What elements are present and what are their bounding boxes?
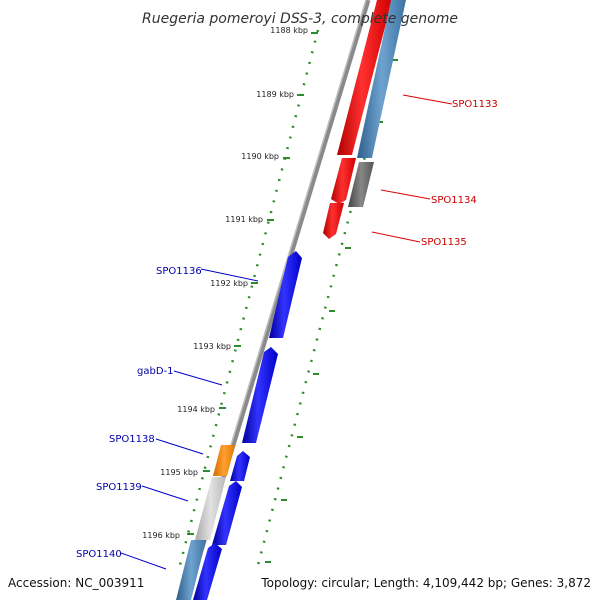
scale-track-right: [256, 29, 400, 566]
leader-spo1140: [120, 552, 167, 570]
gene-label-spo1134[interactable]: SPO1134: [431, 195, 477, 206]
gene-label-spo1133[interactable]: SPO1133: [452, 99, 498, 110]
gene-label-spo1140[interactable]: SPO1140: [76, 549, 122, 560]
leader-spo1133: [402, 94, 453, 105]
topology-text: Topology: circular; Length: 4,109,442 bp…: [260, 576, 591, 590]
gene-spo1139-light-feature[interactable]: [195, 477, 226, 540]
gene-spo1134-feature[interactable]: [331, 158, 356, 204]
gene-spo1140-feature[interactable]: [193, 543, 222, 600]
leader-spo1139: [141, 485, 189, 502]
gene-spo1136-feature[interactable]: [269, 251, 302, 338]
accession-text: Accession: NC_003911: [8, 576, 144, 590]
tick-label-1188: 1188 kbp: [270, 26, 308, 35]
gene-label-spo1136[interactable]: SPO1136: [156, 266, 202, 277]
scale-track-left: [178, 29, 320, 566]
gene-spo1138-feature[interactable]: [230, 451, 250, 481]
orange-feature[interactable]: [213, 445, 235, 476]
gene-spo1133-feature[interactable]: [337, 0, 392, 155]
tick-label-1195: 1195 kbp: [160, 468, 198, 477]
leader-spo1135: [371, 231, 421, 243]
map-title: Ruegeria pomeroyi DSS-3, complete genome: [142, 11, 458, 27]
leader-spo1138: [155, 438, 204, 455]
gene-spo1135-feature[interactable]: [323, 203, 344, 239]
leader-gabd1: [173, 370, 223, 386]
gene-label-gabd1[interactable]: gabD-1: [137, 366, 174, 377]
tick-label-1192: 1192 kbp: [210, 279, 248, 288]
leader-spo1134: [380, 189, 431, 200]
gene-label-spo1138[interactable]: SPO1138: [109, 434, 155, 445]
steel-blue-feature-top[interactable]: [357, 0, 406, 158]
tick-label-1193: 1193 kbp: [193, 342, 231, 351]
tick-label-1190: 1190 kbp: [241, 152, 279, 161]
kbp-ticks: [187, 32, 318, 535]
gene-label-spo1139[interactable]: SPO1139: [96, 482, 142, 493]
gene-spo1139-feature[interactable]: [212, 481, 242, 545]
tick-label-1196: 1196 kbp: [142, 531, 180, 540]
tick-label-1194: 1194 kbp: [177, 405, 215, 414]
gene-gabd1-feature[interactable]: [242, 347, 278, 443]
steel-blue-feature-bottom[interactable]: [176, 540, 206, 600]
gene-spo1134-gray-feature[interactable]: [348, 162, 374, 207]
tick-label-1189: 1189 kbp: [256, 90, 294, 99]
tick-label-1191: 1191 kbp: [225, 215, 263, 224]
gene-label-spo1135[interactable]: SPO1135: [421, 237, 467, 248]
leader-spo1136: [200, 268, 259, 282]
